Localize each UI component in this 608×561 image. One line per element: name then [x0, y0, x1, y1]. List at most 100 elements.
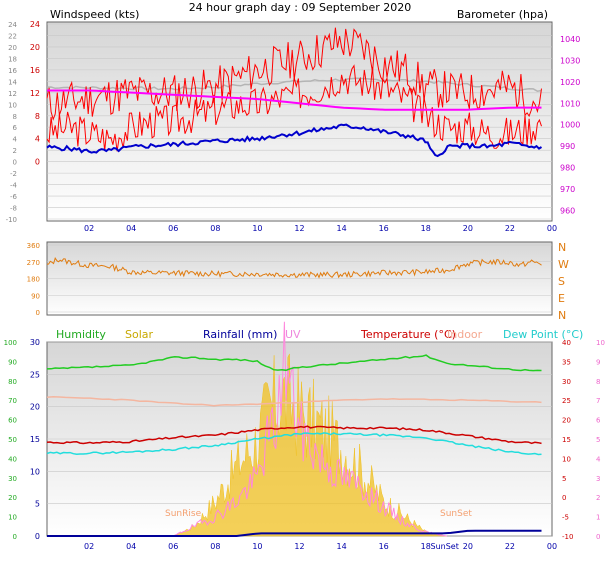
dewpoint-line — [46, 432, 542, 456]
wind-x-tick-label: 00 — [547, 224, 557, 233]
humidity-tick-label: 70 — [8, 397, 17, 405]
barometer-label: Barometer (hpa) — [457, 8, 548, 21]
barometer-tick-label: 1010 — [560, 99, 580, 108]
windspeed-line — [46, 64, 542, 152]
uv-line — [173, 321, 447, 537]
dewpoint-label: Dew Point (°C) — [503, 328, 583, 341]
rainfall-tick-label: 30 — [30, 338, 40, 347]
wind-inner-tick-label: 24 — [30, 20, 40, 29]
wind-x-tick-label: 10 — [252, 224, 262, 233]
wind-average-line — [46, 123, 543, 158]
barometer-tick-label: 1000 — [560, 121, 580, 130]
wind-left-tick-label: -10 — [6, 216, 17, 224]
temperature-tick-label: 40 — [562, 339, 571, 347]
temperature-tick-label: -10 — [562, 533, 573, 541]
temperature-tick-label: 35 — [562, 358, 571, 366]
wind-left-tick-label: 24 — [8, 21, 17, 29]
wind-inner-tick-label: 20 — [30, 43, 40, 52]
temperature-x-tick-label: 10 — [252, 542, 262, 551]
temperature-x-tick-label: 12 — [294, 542, 304, 551]
wind-inner-tick-label: 12 — [30, 89, 40, 98]
wind-x-tick-label: 06 — [168, 224, 178, 233]
temperature-tick-label: 30 — [562, 378, 571, 386]
wind-left-tick-label: 4 — [13, 136, 18, 144]
wind-x-tick-label: 02 — [84, 224, 94, 233]
direction-series — [46, 257, 542, 279]
wind-left-tick-label: -4 — [10, 182, 18, 190]
humidity-line — [46, 354, 542, 372]
direction-gridlines — [47, 244, 552, 313]
temperature-axis: 40 35 30 25 20 15 10 5 0 -5 -10 — [562, 339, 573, 541]
barometer-tick-label: 980 — [560, 164, 575, 173]
temperature-tick-label: -5 — [562, 514, 569, 522]
wind-left-tick-label: -8 — [10, 205, 17, 213]
wind-x-tick-label: 18 — [421, 224, 431, 233]
temperature-tick-label: 10 — [562, 455, 571, 463]
direction-left-axis: 360 270 180 90 0 — [27, 242, 40, 317]
rainfall-tick-label: 15 — [30, 435, 40, 444]
compass-tick-label: E — [558, 292, 565, 305]
compass-tick-label: W — [558, 258, 569, 271]
wind-left-tick-label: 8 — [13, 113, 17, 121]
compass-tick-label: S — [558, 275, 565, 288]
wind-inner-axis: 24 20 16 12 8 4 0 — [30, 20, 40, 167]
direction-tick-label: 90 — [31, 292, 40, 300]
humidity-tick-label: 0 — [13, 533, 17, 541]
temperature-inner-axis: 30 25 20 15 10 5 0 — [30, 338, 40, 541]
wind-inner-tick-label: 0 — [35, 158, 40, 167]
sunset-axis-label: SunSet — [431, 542, 459, 551]
humidity-tick-label: 100 — [4, 339, 17, 347]
barometer-tick-label: 1040 — [560, 35, 580, 44]
compass-tick-label: N — [558, 241, 566, 254]
solar-label: Solar — [125, 328, 154, 341]
rainfall-line — [47, 529, 542, 537]
barometer-tick-label: 1020 — [560, 78, 580, 87]
humidity-tick-label: 60 — [8, 417, 17, 425]
temperature-x-tick-label: 20 — [463, 542, 473, 551]
wind-x-tick-label: 14 — [336, 224, 346, 233]
uv-tick-label: 7 — [596, 397, 600, 405]
rainfall-tick-label: 25 — [30, 370, 40, 379]
indoor-line — [46, 395, 542, 407]
direction-tick-label: 270 — [27, 259, 40, 267]
wind-x-axis: 02 04 06 08 10 12 14 16 18 20 22 00 — [84, 224, 557, 233]
uv-tick-label: 4 — [596, 455, 601, 463]
direction-tick-label: 360 — [27, 242, 40, 250]
rainfall-label: Rainfall (mm) — [203, 328, 277, 341]
temperature-x-tick-label: 00 — [547, 542, 557, 551]
uv-tick-label: 0 — [596, 533, 600, 541]
chart-title: 24 hour graph day : 09 September 2020 — [189, 1, 412, 14]
temperature-x-axis: 02 04 06 08 10 12 14 16 18 20 22 00 SunSet — [84, 542, 557, 551]
direction-tick-label: 180 — [27, 276, 40, 284]
wind-left-tick-label: 18 — [8, 55, 17, 63]
humidity-tick-label: 40 — [8, 455, 17, 463]
humidity-tick-label: 80 — [8, 378, 17, 386]
humidity-tick-label: 10 — [8, 514, 17, 522]
sunrise-label: SunRise — [165, 509, 202, 519]
temperature-x-tick-label: 08 — [210, 542, 220, 551]
temperature-series — [46, 321, 542, 537]
wind-inner-tick-label: 16 — [30, 66, 40, 75]
wind-plot-area — [46, 21, 553, 222]
indoor-label: Indoor — [447, 328, 483, 341]
wind-inner-tick-label: 8 — [35, 112, 40, 121]
barometer-tick-label: 960 — [560, 206, 575, 215]
wind-x-tick-label: 16 — [379, 224, 389, 233]
temperature-x-tick-label: 06 — [168, 542, 178, 551]
humidity-label: Humidity — [56, 328, 106, 341]
rainfall-tick-label: 0 — [35, 532, 40, 541]
sunset-label: SunSet — [440, 509, 472, 519]
rainfall-tick-label: 20 — [30, 403, 40, 412]
wind-left-tick-label: -6 — [10, 193, 18, 201]
humidity-tick-label: 50 — [8, 436, 17, 444]
wind-left-tick-label: 12 — [8, 90, 17, 98]
temperature-tick-label: 25 — [562, 397, 571, 405]
temperature-x-tick-label: 18 — [421, 542, 431, 551]
wind-left-tick-label: 2 — [13, 147, 17, 155]
temperature-tick-label: 15 — [562, 436, 571, 444]
